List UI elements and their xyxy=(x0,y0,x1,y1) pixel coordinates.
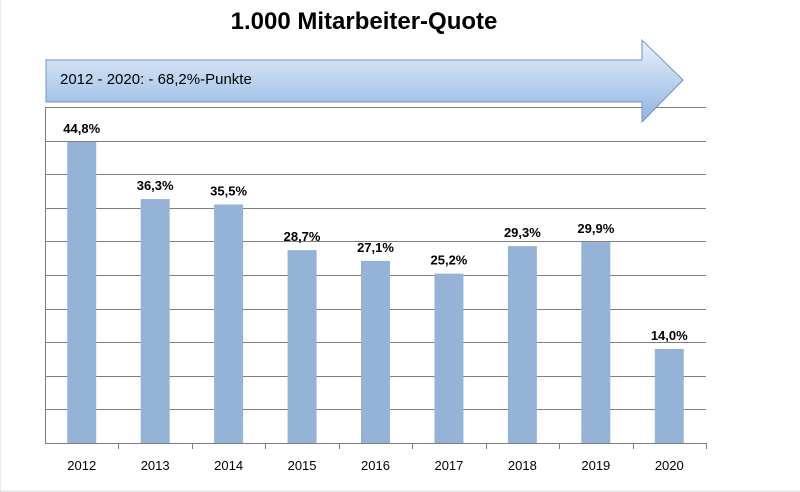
trend-arrow-label: 2012 - 2020: - 68,2%-Punkte xyxy=(60,71,252,88)
x-tick-label-2014: 2014 xyxy=(214,458,243,473)
data-label-2015: 28,7% xyxy=(284,229,321,244)
data-label-2014: 35,5% xyxy=(210,183,247,198)
bar-2017 xyxy=(434,273,464,443)
x-tick-label-2019: 2019 xyxy=(581,458,610,473)
x-tick-labels: 2012 2013 2014 2015 2016 2017 2018 2019 2020 xyxy=(67,458,683,473)
data-labels: 44,8% 36,3% 35,5% 28,7% 27,1% 25,2% 29,3% 29,9%… xyxy=(63,121,688,343)
bars xyxy=(67,141,684,443)
data-label-2019: 29,9% xyxy=(577,221,614,236)
trend-arrow-shape xyxy=(45,38,684,124)
x-tick-label-2016: 2016 xyxy=(361,458,390,473)
x-tick-label-2013: 2013 xyxy=(141,458,170,473)
data-label-2016: 27,1% xyxy=(357,240,394,255)
x-tick-label-2018: 2018 xyxy=(508,458,537,473)
data-label-2012: 44,8% xyxy=(63,121,100,136)
x-tick-label-2017: 2017 xyxy=(434,458,463,473)
chart-title: 1.000 Mitarbeiter-Quote xyxy=(231,8,498,35)
bar-2016 xyxy=(361,260,390,443)
data-label-2013: 36,3% xyxy=(137,178,174,193)
trend-arrow: 2012 - 2020: - 68,2%-Punkte xyxy=(45,38,684,124)
bar-2013 xyxy=(140,199,170,443)
x-tick-label-2012: 2012 xyxy=(67,458,96,473)
bar-2012 xyxy=(67,141,97,443)
bar-2018 xyxy=(507,246,537,443)
bar-2015 xyxy=(287,250,317,443)
data-label-2018: 29,3% xyxy=(504,225,541,240)
data-label-2020: 14,0% xyxy=(651,328,688,343)
bar-2014 xyxy=(214,204,244,443)
bar-2019 xyxy=(581,242,611,443)
x-tick-label-2015: 2015 xyxy=(288,458,317,473)
data-label-2017: 25,2% xyxy=(431,253,468,268)
x-tick-label-2020: 2020 xyxy=(655,458,684,473)
bar-2020 xyxy=(654,348,684,443)
